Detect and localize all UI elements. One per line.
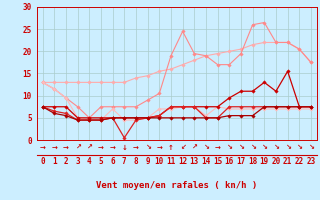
Text: 3: 3 bbox=[75, 157, 80, 166]
Text: ↘: ↘ bbox=[296, 144, 302, 150]
Text: 2: 2 bbox=[64, 157, 68, 166]
Text: →: → bbox=[40, 144, 45, 150]
Text: ↓: ↓ bbox=[121, 144, 127, 150]
Text: 21: 21 bbox=[283, 157, 292, 166]
Text: 11: 11 bbox=[166, 157, 176, 166]
Text: 18: 18 bbox=[248, 157, 257, 166]
Text: →: → bbox=[63, 144, 69, 150]
Text: ↑: ↑ bbox=[168, 144, 174, 150]
Text: 8: 8 bbox=[134, 157, 138, 166]
Text: ↗: ↗ bbox=[75, 144, 81, 150]
Text: 20: 20 bbox=[271, 157, 281, 166]
Text: 15: 15 bbox=[213, 157, 222, 166]
Text: 12: 12 bbox=[178, 157, 187, 166]
Text: 19: 19 bbox=[260, 157, 269, 166]
Text: ↘: ↘ bbox=[226, 144, 232, 150]
Text: 7: 7 bbox=[122, 157, 127, 166]
Text: →: → bbox=[215, 144, 220, 150]
Text: ↘: ↘ bbox=[308, 144, 314, 150]
Text: ↘: ↘ bbox=[273, 144, 279, 150]
Text: →: → bbox=[52, 144, 57, 150]
Text: 5: 5 bbox=[99, 157, 103, 166]
Text: ↘: ↘ bbox=[145, 144, 151, 150]
Text: ↗: ↗ bbox=[191, 144, 197, 150]
Text: ↘: ↘ bbox=[250, 144, 256, 150]
Text: Vent moyen/en rafales ( kn/h ): Vent moyen/en rafales ( kn/h ) bbox=[96, 180, 257, 190]
Text: ↙: ↙ bbox=[180, 144, 186, 150]
Text: →: → bbox=[156, 144, 162, 150]
Text: ↘: ↘ bbox=[203, 144, 209, 150]
Text: 9: 9 bbox=[145, 157, 150, 166]
Text: ↘: ↘ bbox=[238, 144, 244, 150]
Text: 14: 14 bbox=[201, 157, 211, 166]
Text: 23: 23 bbox=[306, 157, 316, 166]
Text: →: → bbox=[98, 144, 104, 150]
Text: 10: 10 bbox=[155, 157, 164, 166]
Text: →: → bbox=[133, 144, 139, 150]
Text: 13: 13 bbox=[190, 157, 199, 166]
Text: 6: 6 bbox=[110, 157, 115, 166]
Text: ↘: ↘ bbox=[285, 144, 291, 150]
Text: ↗: ↗ bbox=[86, 144, 92, 150]
Text: ↘: ↘ bbox=[261, 144, 267, 150]
Text: 22: 22 bbox=[295, 157, 304, 166]
Text: →: → bbox=[110, 144, 116, 150]
Text: 1: 1 bbox=[52, 157, 57, 166]
Text: 4: 4 bbox=[87, 157, 92, 166]
Text: 16: 16 bbox=[225, 157, 234, 166]
Text: 17: 17 bbox=[236, 157, 245, 166]
Text: 0: 0 bbox=[40, 157, 45, 166]
